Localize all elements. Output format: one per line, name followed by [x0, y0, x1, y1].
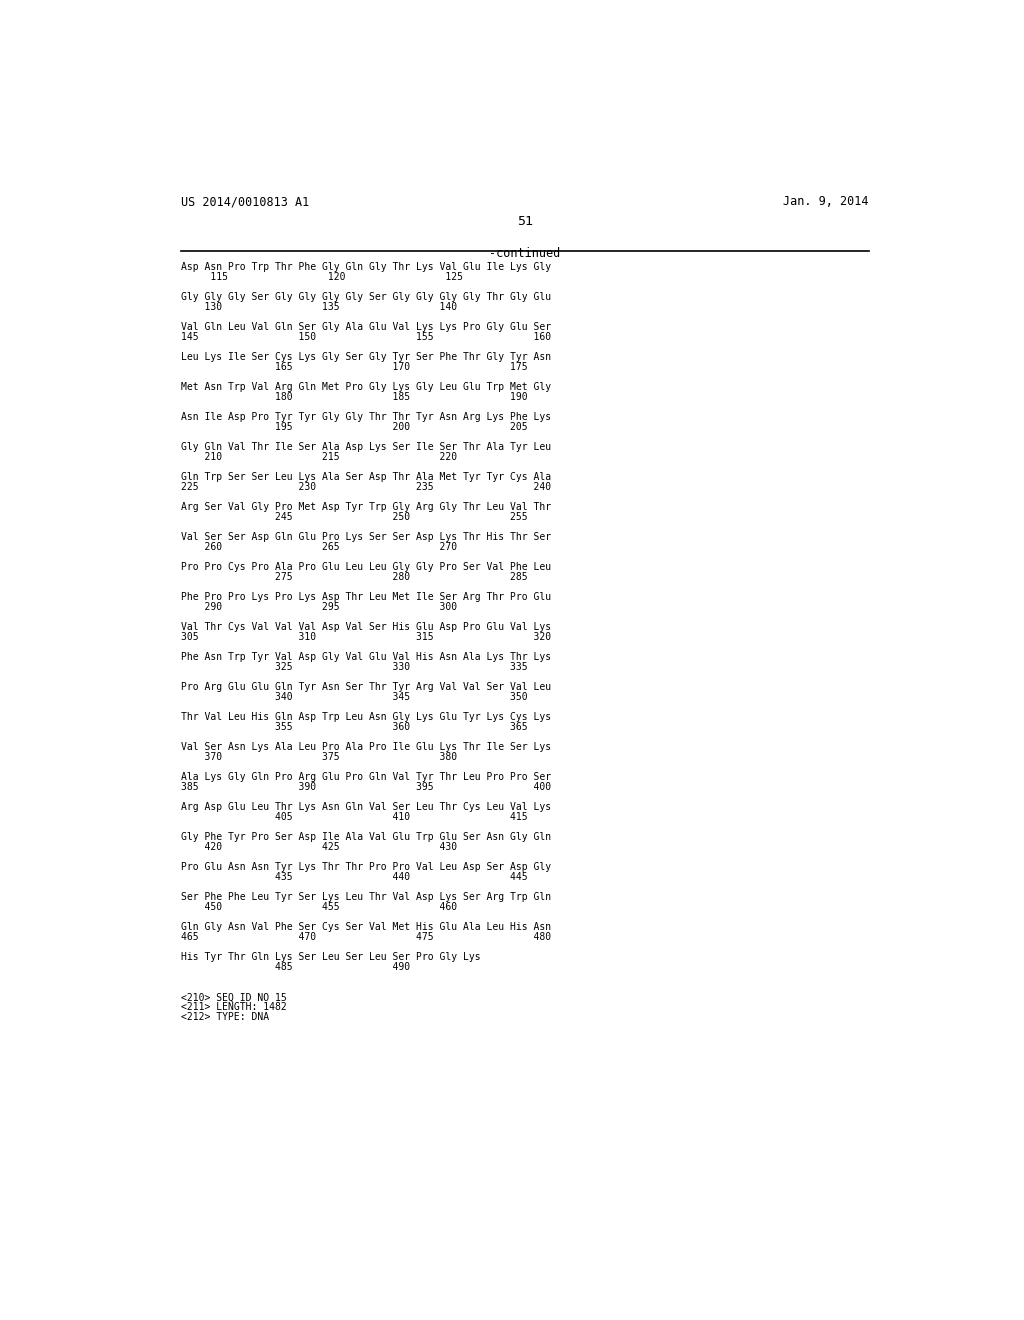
Text: Pro Pro Cys Pro Ala Pro Glu Leu Leu Gly Gly Pro Ser Val Phe Leu: Pro Pro Cys Pro Ala Pro Glu Leu Leu Gly … [180, 562, 551, 572]
Text: Pro Glu Asn Asn Tyr Lys Thr Thr Pro Pro Val Leu Asp Ser Asp Gly: Pro Glu Asn Asn Tyr Lys Thr Thr Pro Pro … [180, 862, 551, 873]
Text: Met Asn Trp Val Arg Gln Met Pro Gly Lys Gly Leu Glu Trp Met Gly: Met Asn Trp Val Arg Gln Met Pro Gly Lys … [180, 381, 551, 392]
Text: Asn Ile Asp Pro Tyr Tyr Gly Gly Thr Thr Tyr Asn Arg Lys Phe Lys: Asn Ile Asp Pro Tyr Tyr Gly Gly Thr Thr … [180, 412, 551, 421]
Text: Gly Gly Gly Ser Gly Gly Gly Gly Ser Gly Gly Gly Gly Thr Gly Glu: Gly Gly Gly Ser Gly Gly Gly Gly Ser Gly … [180, 292, 551, 301]
Text: <211> LENGTH: 1482: <211> LENGTH: 1482 [180, 1002, 287, 1012]
Text: Val Ser Ser Asp Gln Glu Pro Lys Ser Ser Asp Lys Thr His Thr Ser: Val Ser Ser Asp Gln Glu Pro Lys Ser Ser … [180, 532, 551, 541]
Text: Phe Asn Trp Tyr Val Asp Gly Val Glu Val His Asn Ala Lys Thr Lys: Phe Asn Trp Tyr Val Asp Gly Val Glu Val … [180, 652, 551, 661]
Text: Arg Asp Glu Leu Thr Lys Asn Gln Val Ser Leu Thr Cys Leu Val Lys: Arg Asp Glu Leu Thr Lys Asn Gln Val Ser … [180, 803, 551, 812]
Text: 420                 425                 430: 420 425 430 [180, 842, 457, 853]
Text: US 2014/0010813 A1: US 2014/0010813 A1 [180, 195, 309, 209]
Text: Val Gln Leu Val Gln Ser Gly Ala Glu Val Lys Lys Pro Gly Glu Ser: Val Gln Leu Val Gln Ser Gly Ala Glu Val … [180, 322, 551, 331]
Text: 195                 200                 205: 195 200 205 [180, 422, 527, 432]
Text: Ala Lys Gly Gln Pro Arg Glu Pro Gln Val Tyr Thr Leu Pro Pro Ser: Ala Lys Gly Gln Pro Arg Glu Pro Gln Val … [180, 772, 551, 781]
Text: 340                 345                 350: 340 345 350 [180, 692, 527, 702]
Text: Thr Val Leu His Gln Asp Trp Leu Asn Gly Lys Glu Tyr Lys Cys Lys: Thr Val Leu His Gln Asp Trp Leu Asn Gly … [180, 711, 551, 722]
Text: Ser Phe Phe Leu Tyr Ser Lys Leu Thr Val Asp Lys Ser Arg Trp Gln: Ser Phe Phe Leu Tyr Ser Lys Leu Thr Val … [180, 892, 551, 902]
Text: 180                 185                 190: 180 185 190 [180, 392, 527, 401]
Text: 485                 490: 485 490 [180, 962, 410, 973]
Text: Leu Lys Ile Ser Cys Lys Gly Ser Gly Tyr Ser Phe Thr Gly Tyr Asn: Leu Lys Ile Ser Cys Lys Gly Ser Gly Tyr … [180, 351, 551, 362]
Text: Jan. 9, 2014: Jan. 9, 2014 [783, 195, 869, 209]
Text: 435                 440                 445: 435 440 445 [180, 873, 527, 882]
Text: 325                 330                 335: 325 330 335 [180, 663, 527, 672]
Text: His Tyr Thr Gln Lys Ser Leu Ser Leu Ser Pro Gly Lys: His Tyr Thr Gln Lys Ser Leu Ser Leu Ser … [180, 952, 480, 962]
Text: 450                 455                 460: 450 455 460 [180, 903, 457, 912]
Text: 465                 470                 475                 480: 465 470 475 480 [180, 932, 551, 942]
Text: 51: 51 [517, 215, 532, 227]
Text: <210> SEQ ID NO 15: <210> SEQ ID NO 15 [180, 993, 287, 1002]
Text: 145                 150                 155                 160: 145 150 155 160 [180, 331, 551, 342]
Text: 210                 215                 220: 210 215 220 [180, 451, 457, 462]
Text: 305                 310                 315                 320: 305 310 315 320 [180, 632, 551, 642]
Text: 165                 170                 175: 165 170 175 [180, 362, 527, 372]
Text: 385                 390                 395                 400: 385 390 395 400 [180, 781, 551, 792]
Text: 260                 265                 270: 260 265 270 [180, 543, 457, 552]
Text: 370                 375                 380: 370 375 380 [180, 752, 457, 762]
Text: 130                 135                 140: 130 135 140 [180, 302, 457, 312]
Text: 275                 280                 285: 275 280 285 [180, 572, 527, 582]
Text: 225                 230                 235                 240: 225 230 235 240 [180, 482, 551, 492]
Text: -continued: -continued [489, 247, 560, 260]
Text: Val Ser Asn Lys Ala Leu Pro Ala Pro Ile Glu Lys Thr Ile Ser Lys: Val Ser Asn Lys Ala Leu Pro Ala Pro Ile … [180, 742, 551, 752]
Text: 405                 410                 415: 405 410 415 [180, 812, 527, 822]
Text: 355                 360                 365: 355 360 365 [180, 722, 527, 733]
Text: Phe Pro Pro Lys Pro Lys Asp Thr Leu Met Ile Ser Arg Thr Pro Glu: Phe Pro Pro Lys Pro Lys Asp Thr Leu Met … [180, 591, 551, 602]
Text: Arg Ser Val Gly Pro Met Asp Tyr Trp Gly Arg Gly Thr Leu Val Thr: Arg Ser Val Gly Pro Met Asp Tyr Trp Gly … [180, 502, 551, 512]
Text: Gly Gln Val Thr Ile Ser Ala Asp Lys Ser Ile Ser Thr Ala Tyr Leu: Gly Gln Val Thr Ile Ser Ala Asp Lys Ser … [180, 442, 551, 451]
Text: Asp Asn Pro Trp Thr Phe Gly Gln Gly Thr Lys Val Glu Ile Lys Gly: Asp Asn Pro Trp Thr Phe Gly Gln Gly Thr … [180, 261, 551, 272]
Text: Pro Arg Glu Glu Gln Tyr Asn Ser Thr Tyr Arg Val Val Ser Val Leu: Pro Arg Glu Glu Gln Tyr Asn Ser Thr Tyr … [180, 682, 551, 692]
Text: Gln Gly Asn Val Phe Ser Cys Ser Val Met His Glu Ala Leu His Asn: Gln Gly Asn Val Phe Ser Cys Ser Val Met … [180, 923, 551, 932]
Text: Gln Trp Ser Ser Leu Lys Ala Ser Asp Thr Ala Met Tyr Tyr Cys Ala: Gln Trp Ser Ser Leu Lys Ala Ser Asp Thr … [180, 471, 551, 482]
Text: <212> TYPE: DNA: <212> TYPE: DNA [180, 1012, 269, 1022]
Text: 290                 295                 300: 290 295 300 [180, 602, 457, 612]
Text: Val Thr Cys Val Val Val Asp Val Ser His Glu Asp Pro Glu Val Lys: Val Thr Cys Val Val Val Asp Val Ser His … [180, 622, 551, 632]
Text: Gly Phe Tyr Pro Ser Asp Ile Ala Val Glu Trp Glu Ser Asn Gly Gln: Gly Phe Tyr Pro Ser Asp Ile Ala Val Glu … [180, 832, 551, 842]
Text: 115                 120                 125: 115 120 125 [180, 272, 463, 281]
Text: 245                 250                 255: 245 250 255 [180, 512, 527, 521]
